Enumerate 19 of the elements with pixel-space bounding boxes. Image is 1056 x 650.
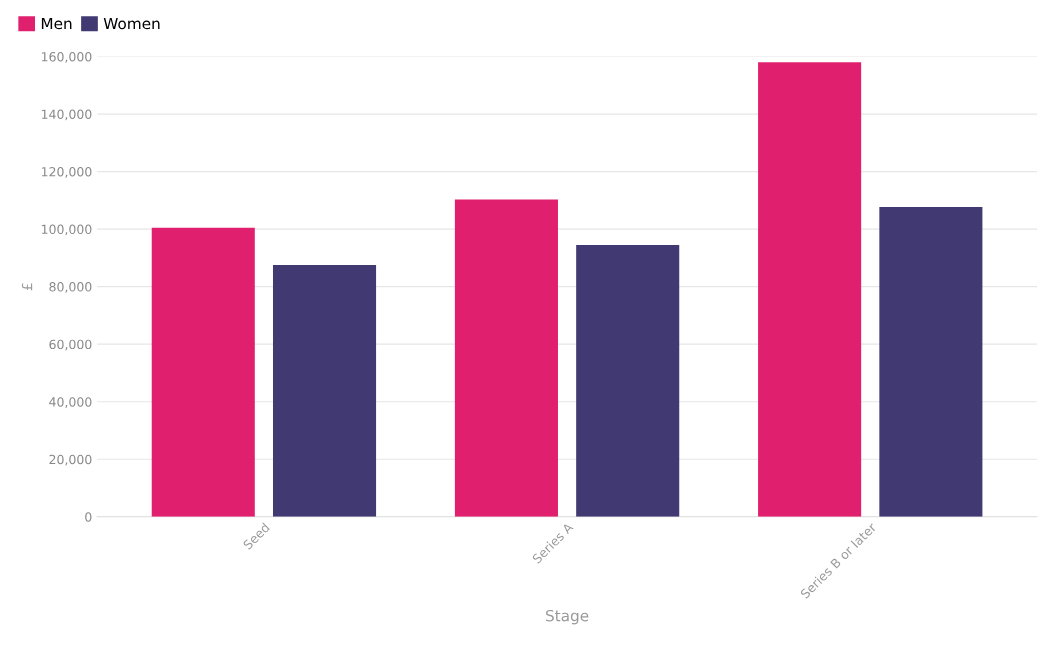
bar xyxy=(879,206,983,517)
y-tick-label: 140,000 xyxy=(41,109,92,121)
y-tick-label: 40,000 xyxy=(49,397,92,408)
y-tick-label: 20,000 xyxy=(49,454,92,466)
y-tick-label: 60,000 xyxy=(49,339,92,351)
y-tick-label: 120,000 xyxy=(41,167,92,178)
y-tick-label: 80,000 xyxy=(49,282,92,293)
bar xyxy=(758,62,862,517)
bar xyxy=(454,199,558,517)
bar xyxy=(576,244,680,517)
legend-label: Men xyxy=(41,17,72,30)
legend-label: Women xyxy=(103,17,160,30)
y-axis-title: £ xyxy=(21,283,33,291)
bar xyxy=(151,227,255,517)
x-axis-title: Stage xyxy=(546,609,589,625)
bar xyxy=(272,265,377,517)
y-tick-label: 0 xyxy=(85,512,92,522)
y-tick-label: 160,000 xyxy=(41,52,92,63)
y-tick-label: 100,000 xyxy=(41,224,92,236)
